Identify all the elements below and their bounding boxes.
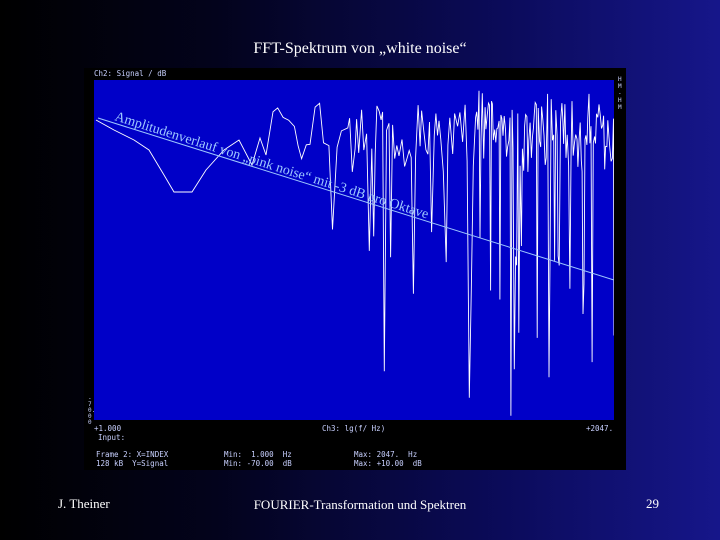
x-axis-right: +2047. [586,424,614,433]
spectrum-polyline [95,90,614,416]
status-max-freq: Max: 2047. Hz [354,450,418,459]
status-frame: Frame 2: X=INDEX [96,450,169,459]
spectrum-trace [95,90,614,416]
y-min-label: -70.00 [88,395,96,426]
x-axis-label: Ch3: lg(f/ Hz) [322,424,386,433]
status-min-level: Min: -70.00 dB [224,459,292,468]
status-min-freq: Min: 1.000 Hz [224,450,292,459]
status-size: 128 kB Y=Signal [96,459,169,468]
footer-author: J. Theiner [58,496,110,511]
spectrum-plot: Amplitudenverlauf von „pink noise“ mit -… [94,80,614,420]
slide-title: FFT-Spektrum von „white noise“ [253,40,467,57]
analyzer-screen: Ch2: Signal / dB HM - HM Amplitudenverla… [84,68,626,470]
page-number: 29 [646,496,659,511]
channel-header: Ch2: Signal / dB [94,69,167,78]
footer-topic: FOURIER-Transformation und Spektren [253,497,467,512]
spectrum-svg: Amplitudenverlauf von „pink noise“ mit -… [95,90,614,416]
pink-noise-trend-line [97,117,614,281]
input-label: Input: [98,433,126,442]
x-axis-left: +1.000 [94,424,122,433]
side-scale-label: HM - HM [618,76,622,111]
status-max-level: Max: +10.00 dB [354,459,422,468]
